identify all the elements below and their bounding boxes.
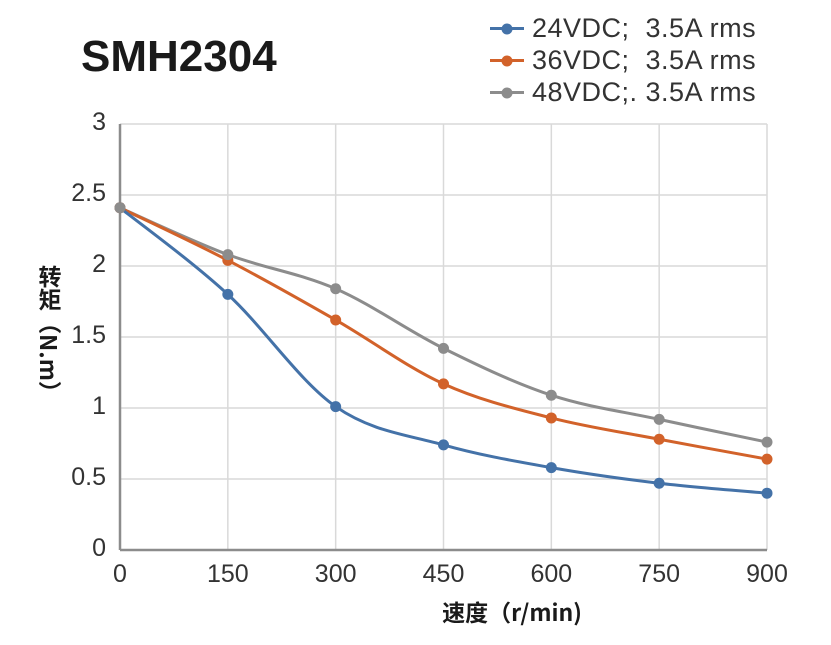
svg-text:600: 600 bbox=[530, 560, 572, 588]
svg-text:3: 3 bbox=[92, 108, 106, 136]
svg-text:0.5: 0.5 bbox=[71, 463, 106, 491]
svg-text:750: 750 bbox=[638, 560, 680, 588]
svg-text:2.5: 2.5 bbox=[71, 179, 106, 207]
svg-text:2: 2 bbox=[92, 250, 106, 278]
svg-text:150: 150 bbox=[207, 560, 249, 588]
svg-text:900: 900 bbox=[746, 560, 788, 588]
svg-text:0: 0 bbox=[113, 560, 127, 588]
svg-text:300: 300 bbox=[315, 560, 357, 588]
svg-text:1: 1 bbox=[92, 392, 106, 420]
svg-text:1.5: 1.5 bbox=[71, 321, 106, 349]
svg-text:450: 450 bbox=[423, 560, 465, 588]
svg-text:0: 0 bbox=[92, 534, 106, 562]
